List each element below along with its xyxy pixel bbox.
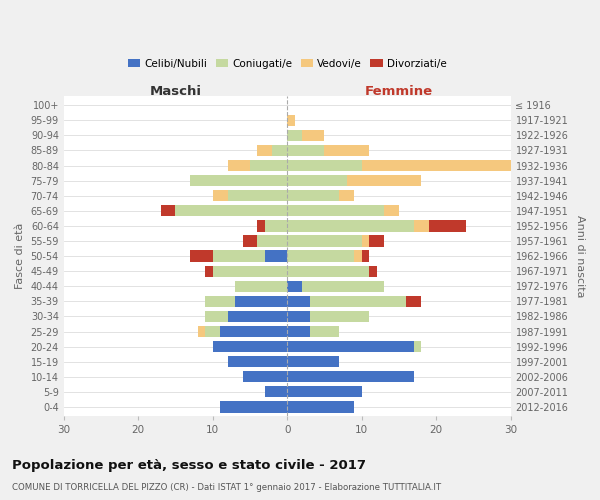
Text: Popolazione per età, sesso e stato civile - 2017: Popolazione per età, sesso e stato civil… bbox=[12, 460, 366, 472]
Y-axis label: Anni di nascita: Anni di nascita bbox=[575, 215, 585, 298]
Bar bbox=[213, 190, 227, 202]
Bar bbox=[227, 160, 250, 171]
Bar bbox=[310, 296, 406, 307]
Bar bbox=[362, 236, 369, 246]
Bar bbox=[250, 160, 287, 171]
Bar bbox=[340, 190, 354, 202]
Bar bbox=[354, 250, 362, 262]
Bar bbox=[287, 371, 414, 382]
Bar bbox=[362, 250, 369, 262]
Bar bbox=[190, 250, 213, 262]
Bar bbox=[287, 402, 354, 412]
Bar bbox=[257, 145, 272, 156]
Bar bbox=[205, 326, 220, 337]
Bar bbox=[414, 341, 421, 352]
Bar bbox=[190, 175, 287, 186]
Bar bbox=[287, 114, 295, 126]
Bar bbox=[287, 220, 414, 232]
Legend: Celibi/Nubili, Coniugati/e, Vedovi/e, Divorziati/e: Celibi/Nubili, Coniugati/e, Vedovi/e, Di… bbox=[125, 56, 449, 71]
Bar bbox=[265, 386, 287, 398]
Bar bbox=[257, 236, 287, 246]
Bar bbox=[287, 190, 340, 202]
Bar bbox=[428, 220, 466, 232]
Bar bbox=[257, 220, 265, 232]
Bar bbox=[242, 236, 257, 246]
Bar bbox=[235, 280, 287, 292]
Bar bbox=[414, 220, 428, 232]
Bar bbox=[265, 250, 287, 262]
Bar bbox=[198, 326, 205, 337]
Bar bbox=[310, 326, 340, 337]
Bar bbox=[213, 341, 287, 352]
Bar bbox=[242, 371, 287, 382]
Bar bbox=[287, 341, 414, 352]
Bar bbox=[161, 205, 175, 216]
Bar bbox=[287, 311, 310, 322]
Bar bbox=[287, 236, 362, 246]
Bar bbox=[347, 175, 421, 186]
Bar bbox=[362, 160, 511, 171]
Bar bbox=[272, 145, 287, 156]
Bar bbox=[287, 280, 302, 292]
Text: Maschi: Maschi bbox=[149, 84, 202, 98]
Text: COMUNE DI TORRICELLA DEL PIZZO (CR) - Dati ISTAT 1° gennaio 2017 - Elaborazione : COMUNE DI TORRICELLA DEL PIZZO (CR) - Da… bbox=[12, 484, 441, 492]
Bar bbox=[287, 326, 310, 337]
Bar bbox=[227, 190, 287, 202]
Bar bbox=[235, 296, 287, 307]
Bar bbox=[287, 175, 347, 186]
Bar bbox=[287, 205, 384, 216]
Bar bbox=[205, 266, 213, 277]
Bar bbox=[384, 205, 399, 216]
Bar bbox=[220, 402, 287, 412]
Bar bbox=[287, 266, 369, 277]
Bar bbox=[287, 145, 325, 156]
Bar bbox=[227, 356, 287, 368]
Bar bbox=[213, 250, 265, 262]
Bar bbox=[325, 145, 369, 156]
Bar bbox=[369, 236, 384, 246]
Bar bbox=[220, 326, 287, 337]
Bar bbox=[265, 220, 287, 232]
Bar bbox=[227, 311, 287, 322]
Bar bbox=[213, 266, 287, 277]
Bar bbox=[287, 386, 362, 398]
Bar bbox=[406, 296, 421, 307]
Bar bbox=[205, 311, 227, 322]
Bar bbox=[287, 296, 310, 307]
Y-axis label: Fasce di età: Fasce di età bbox=[15, 223, 25, 290]
Bar bbox=[310, 311, 369, 322]
Bar bbox=[302, 280, 384, 292]
Bar bbox=[369, 266, 377, 277]
Bar bbox=[205, 296, 235, 307]
Text: Femmine: Femmine bbox=[365, 84, 433, 98]
Bar bbox=[302, 130, 325, 141]
Bar bbox=[175, 205, 287, 216]
Bar bbox=[287, 160, 362, 171]
Bar bbox=[287, 250, 354, 262]
Bar bbox=[287, 130, 302, 141]
Bar bbox=[287, 356, 340, 368]
